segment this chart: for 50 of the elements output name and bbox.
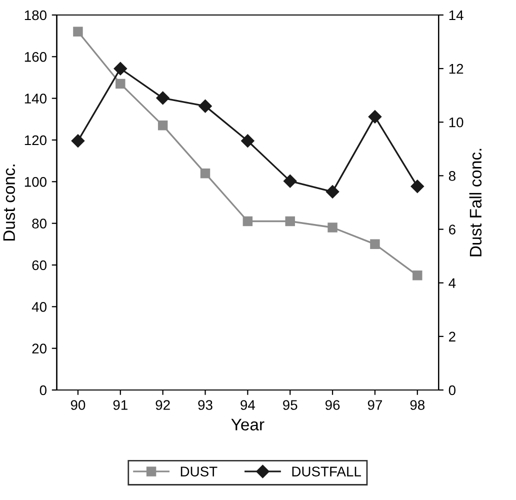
x-tick-label: 95 [283,400,298,410]
x-axis-title: Year [231,418,264,430]
point [156,91,170,105]
y-axis-title: Dust conc. [3,164,16,240]
x-tick-label: 92 [156,400,170,410]
point [328,222,338,232]
x-tick-label: 90 [70,400,86,410]
x-tick-label: 94 [240,400,255,410]
y2-axis-title: Dust Fall conc. [469,148,482,256]
point [114,62,127,76]
y-tick-label: 60 [32,260,46,270]
y2-tick-label: 14 [449,10,464,20]
x-tick-label: 91 [113,400,128,410]
x-tick-label: 97 [368,400,382,410]
y-tick-label: 0 [40,385,46,396]
point [198,99,212,113]
point [368,110,382,124]
point [284,174,297,188]
x-tick-label: 96 [325,400,340,410]
point [412,270,422,280]
y2-tick-label: 8 [448,171,456,181]
y2-tick-label: 10 [449,117,464,128]
point [158,120,168,130]
y-tick-label: 80 [32,218,46,229]
point [71,134,85,148]
x-tick-label: 98 [410,400,425,410]
y2-tick-label: 0 [448,385,456,396]
y-tick-label: 140 [24,94,46,104]
point [410,180,424,194]
y2-tick-label: 12 [449,64,464,74]
point [326,185,340,198]
y-tick-label: 100 [24,177,46,187]
point [200,168,210,178]
y-tick-label: 180 [24,10,46,20]
y-tick-label: 20 [32,344,46,354]
y2-tick-label: 4 [448,278,456,288]
legend-label: DUSTFALL [292,466,361,476]
y2-tick-label: 2 [449,332,456,342]
point [73,26,83,37]
point [285,216,295,226]
y2-tick-label: 6 [449,224,456,234]
point [116,78,126,89]
legend-label: DUST [180,466,218,476]
y-tick-label: 120 [24,135,46,146]
x-tick-label: 93 [198,400,212,410]
point [241,134,254,148]
point [242,216,253,226]
y-tick-label: 160 [24,52,46,62]
y-tick-label: 40 [32,302,46,312]
point [370,239,380,250]
